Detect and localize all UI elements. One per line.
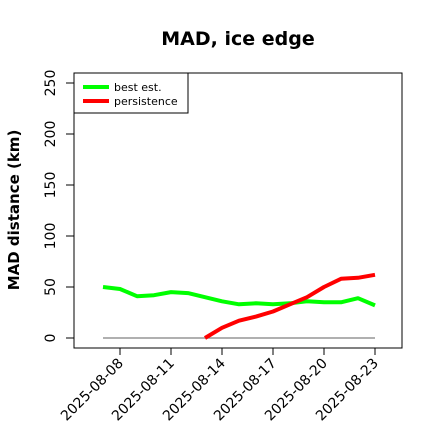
legend-box xyxy=(73,72,189,114)
chart-title: MAD, ice edge xyxy=(161,28,314,50)
y-tick-label: 150 xyxy=(43,172,59,199)
series-line-best-est xyxy=(102,285,376,308)
series-layer xyxy=(102,272,376,340)
y-tick-label: 200 xyxy=(43,121,59,148)
y-tick-label: 50 xyxy=(43,278,59,296)
y-axis: 0 50 100 150 200 250 xyxy=(43,70,75,343)
plot-frame xyxy=(73,72,403,349)
legend-label-persistence: persistence xyxy=(114,95,178,108)
x-axis: 2025-08-082025-08-112025-08-142025-08-17… xyxy=(58,347,382,424)
y-tick-label: 0 xyxy=(43,334,59,343)
y-tick-label: 250 xyxy=(43,70,59,97)
y-axis-label: MAD distance (km) xyxy=(5,130,23,291)
legend: best est. persistence xyxy=(73,72,189,114)
legend-label-best-est: best est. xyxy=(114,81,162,94)
y-tick-label: 100 xyxy=(43,223,59,250)
series-line-persistence xyxy=(203,272,376,340)
